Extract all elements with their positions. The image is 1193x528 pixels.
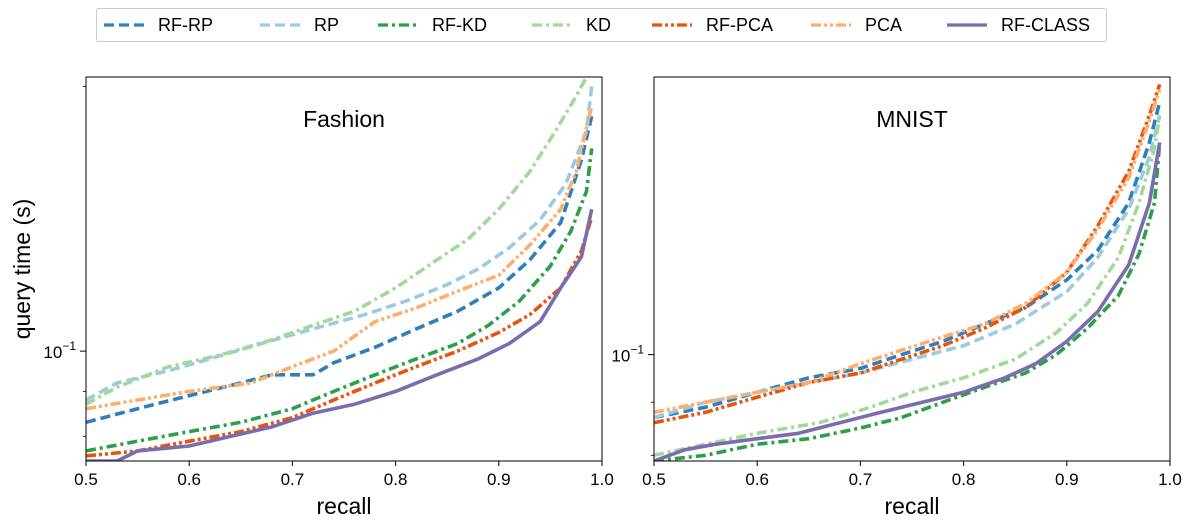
series-line-kd (654, 114, 1162, 458)
legend-frame (96, 8, 1107, 42)
x-axis-label: recall (885, 493, 940, 519)
series-line-kd (86, 77, 589, 406)
series-group (86, 77, 594, 461)
x-tick-label: 1.0 (590, 470, 614, 489)
series-line-rf-rp (654, 101, 1162, 420)
axes-frame (653, 76, 1171, 462)
x-tick-label: 1.0 (1158, 470, 1182, 489)
series-line-rf-pca (86, 216, 594, 458)
panel-title: Fashion (303, 106, 385, 132)
legend-label-kd: KD (586, 15, 611, 35)
series-line-rf-kd (654, 142, 1162, 461)
legend: RF-RP RP RF-KD KD RF-PCA PCA RF-CLASS (96, 8, 1107, 42)
x-tick-label: 0.5 (74, 470, 98, 489)
x-tick-label: 0.9 (1055, 470, 1079, 489)
x-axis-label: recall (317, 493, 372, 519)
series-line-rf-rp (86, 115, 594, 425)
panel-title: MNIST (876, 106, 948, 132)
panel-mnist: 0.5 0.6 0.7 0.8 0.9 1.0 10−1 MNIST recall (611, 76, 1182, 519)
x-tick-label: 0.7 (281, 470, 305, 489)
x-tick-label: 0.5 (642, 470, 666, 489)
axes-frame (85, 76, 603, 462)
x-tick-label: 0.8 (952, 470, 976, 489)
y-tick-label: 10−1 (611, 343, 644, 366)
legend-label-rp: RP (314, 15, 339, 35)
legend-label-rf-kd: RF-KD (432, 15, 487, 35)
series-line-rp (654, 114, 1162, 420)
panel-fashion: 0.5 0.6 0.7 0.8 0.9 1.0 10−1 Fashion recall query… (9, 76, 614, 519)
series-line-pca (654, 88, 1162, 415)
series-line-rf-class (654, 142, 1162, 461)
x-tick-label: 0.9 (487, 470, 511, 489)
series-line-rp (86, 86, 594, 402)
legend-label-rf-rp: RF-RP (158, 15, 213, 35)
series-line-rf-kd (86, 148, 594, 453)
x-tick-label: 0.7 (849, 470, 873, 489)
legend-label-pca: PCA (865, 15, 902, 35)
x-tick-label: 0.6 (177, 470, 201, 489)
legend-label-rf-class: RF-CLASS (1001, 15, 1090, 35)
x-tick-label: 0.6 (745, 470, 769, 489)
series-line-rf-pca (654, 83, 1162, 425)
y-tick-label: 10−1 (43, 339, 76, 362)
series-line-rf-class (86, 208, 594, 461)
x-tick-label: 0.8 (384, 470, 408, 489)
legend-label-rf-pca: RF-PCA (706, 15, 773, 35)
y-axis-label: query time (s) (9, 199, 35, 340)
series-line-pca (86, 105, 594, 411)
series-group (654, 83, 1162, 461)
